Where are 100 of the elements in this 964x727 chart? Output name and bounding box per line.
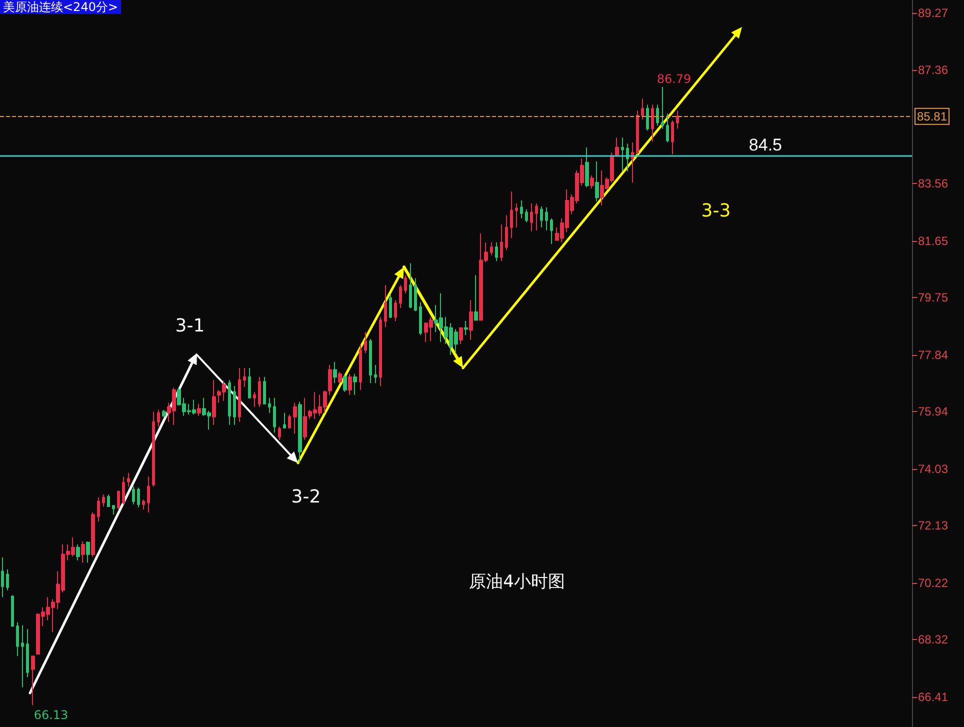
candlestick bbox=[243, 367, 246, 388]
candlestick bbox=[11, 594, 14, 627]
candlestick bbox=[631, 142, 634, 183]
candlestick bbox=[107, 494, 110, 508]
candlestick bbox=[248, 367, 251, 398]
candlestick bbox=[132, 486, 135, 505]
annotation: 3-2 bbox=[291, 486, 321, 508]
candlestick bbox=[510, 190, 513, 239]
candlestick bbox=[147, 476, 150, 513]
candlestick bbox=[359, 344, 362, 390]
candlestick bbox=[459, 327, 463, 345]
candlestick bbox=[353, 373, 357, 396]
candlestick bbox=[550, 218, 553, 245]
candlestick bbox=[651, 104, 654, 142]
chart-title: 美原油连续<240分> bbox=[3, 0, 118, 14]
candlestick bbox=[333, 362, 337, 384]
y-tick-label: 89.27 bbox=[918, 6, 948, 20]
candlestick bbox=[298, 401, 302, 464]
candlestick bbox=[490, 242, 493, 256]
candlestick bbox=[91, 512, 95, 557]
candlestick bbox=[238, 367, 241, 422]
candlestick bbox=[6, 568, 9, 591]
candlestick bbox=[545, 206, 548, 231]
candlestick bbox=[399, 284, 402, 309]
candlestick bbox=[495, 242, 498, 262]
candlestick bbox=[162, 409, 166, 418]
ref-line-label: 84.5 bbox=[748, 136, 782, 155]
candlestick bbox=[122, 476, 125, 505]
annotation: 3-3 bbox=[701, 200, 731, 222]
candlestick bbox=[525, 208, 528, 223]
candlestick bbox=[343, 373, 347, 392]
candlestick bbox=[76, 544, 80, 561]
y-tick-label: 72.13 bbox=[918, 518, 948, 533]
candlestick bbox=[530, 202, 533, 232]
candlestick bbox=[328, 364, 332, 396]
candlestick bbox=[112, 505, 115, 516]
candlestick bbox=[474, 274, 478, 321]
candlestick bbox=[81, 541, 85, 563]
candlestick bbox=[97, 497, 100, 522]
candlestick bbox=[409, 262, 412, 309]
candlestick bbox=[369, 338, 372, 384]
candlestick bbox=[21, 624, 24, 688]
candlestick bbox=[404, 274, 407, 294]
candlestick bbox=[636, 110, 639, 155]
candlestick bbox=[621, 137, 624, 172]
candlestick bbox=[469, 300, 473, 340]
y-tick-label: 79.75 bbox=[918, 290, 948, 305]
candlestick bbox=[1, 556, 4, 598]
candlestick bbox=[676, 110, 679, 130]
candlestick bbox=[590, 174, 594, 189]
candlestick bbox=[464, 320, 468, 336]
candlestick bbox=[646, 104, 649, 131]
annotation: 3-1 bbox=[175, 316, 205, 336]
y-tick-label: 75.94 bbox=[918, 404, 948, 419]
candlestick bbox=[626, 143, 629, 172]
candlestick bbox=[273, 397, 276, 434]
candlestick bbox=[394, 300, 397, 322]
y-tick-label: 74.03 bbox=[918, 462, 948, 476]
candlestick bbox=[414, 278, 417, 312]
y-tick-label: 87.36 bbox=[918, 63, 948, 78]
ref-line-label: 85.81 bbox=[917, 109, 948, 124]
candlestick bbox=[348, 373, 352, 396]
y-tick-label: 77.84 bbox=[918, 348, 948, 362]
candlestick bbox=[268, 397, 271, 414]
y-tick-label: 66.41 bbox=[918, 690, 948, 704]
candlestick bbox=[228, 379, 231, 426]
candlestick bbox=[278, 426, 281, 440]
candlestick bbox=[102, 494, 105, 508]
candlestick bbox=[585, 146, 589, 188]
candlestick bbox=[86, 541, 90, 563]
y-tick-label: 70.22 bbox=[918, 576, 948, 590]
candlestick bbox=[127, 472, 130, 487]
candlestick bbox=[137, 487, 140, 508]
candlestick bbox=[212, 379, 216, 426]
y-tick-label: 81.65 bbox=[918, 234, 948, 248]
candlestick bbox=[505, 214, 508, 251]
candlestick bbox=[419, 302, 422, 336]
candlestick bbox=[364, 332, 367, 354]
candlestick bbox=[253, 391, 256, 408]
candlestick bbox=[595, 161, 599, 202]
candlestick bbox=[389, 294, 392, 319]
annotation: 66.13 bbox=[34, 708, 68, 722]
candlestick bbox=[117, 490, 120, 511]
candlestick bbox=[293, 402, 297, 434]
candlestick bbox=[142, 499, 145, 510]
candlestick bbox=[283, 412, 286, 428]
annotation: 86.79 bbox=[656, 72, 692, 86]
candlestick bbox=[338, 371, 342, 384]
candlestick bbox=[661, 86, 664, 130]
candlestick bbox=[26, 628, 29, 678]
candlestick bbox=[500, 224, 503, 262]
candlestick bbox=[263, 376, 266, 404]
candlestick bbox=[384, 284, 387, 328]
candlestick bbox=[535, 202, 538, 231]
candlestick bbox=[152, 411, 155, 487]
candlestick bbox=[16, 622, 19, 657]
candlestick bbox=[515, 202, 518, 228]
candlestick bbox=[379, 316, 382, 386]
candlestick bbox=[666, 113, 669, 143]
candlestick bbox=[288, 414, 291, 428]
